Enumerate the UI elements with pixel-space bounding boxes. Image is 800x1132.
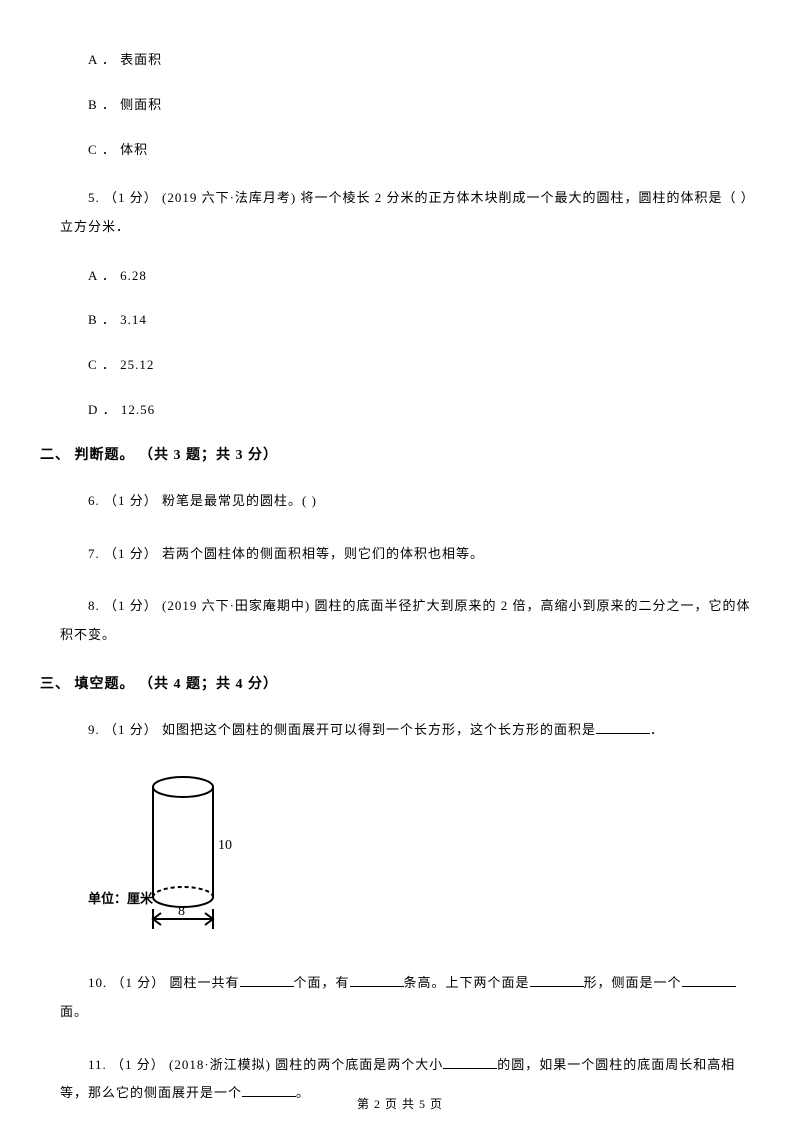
q5-option-b: B ． 3.14 (88, 310, 760, 331)
q10-p2: 个面，有 (294, 975, 350, 990)
q9-figure: 10 8 单位：厘米 (88, 769, 760, 946)
q9-stem: 9. （1 分） 如图把这个圆柱的侧面展开可以得到一个长方形，这个长方形的面积是… (60, 716, 760, 745)
q5-option-a: A ． 6.28 (88, 266, 760, 287)
diameter-label: 8 (178, 904, 185, 919)
q10-p4: 形，侧面是一个 (584, 975, 682, 990)
q10-blank-2[interactable] (350, 973, 404, 987)
q10-p5: 面。 (60, 1004, 88, 1019)
q10-blank-3[interactable] (530, 973, 584, 987)
q10-p1: 10. （1 分） 圆柱一共有 (88, 975, 240, 990)
page-footer: 第 2 页 共 5 页 (0, 1095, 800, 1114)
q10-stem: 10. （1 分） 圆柱一共有 个面，有 条高。上下两个面是 形，侧面是一个面。 (60, 969, 760, 1026)
q10-p3: 条高。上下两个面是 (404, 975, 530, 990)
cylinder-top-ellipse (153, 777, 213, 797)
height-label: 10 (218, 838, 232, 853)
q7-stem: 7. （1 分） 若两个圆柱体的侧面积相等，则它们的体积也相等。 (60, 540, 760, 569)
q8-stem: 8. （1 分） (2019 六下·田家庵期中) 圆柱的底面半径扩大到原来的 2… (60, 592, 760, 649)
cylinder-svg: 10 8 单位：厘米 (88, 769, 248, 939)
q4-option-a: A ． 表面积 (88, 50, 760, 71)
unit-label: 单位：厘米 (88, 891, 154, 906)
q10-blank-4[interactable] (682, 973, 736, 987)
q9-text-post: ． (650, 722, 664, 737)
cylinder-bottom-back (153, 887, 213, 897)
q11-blank-1[interactable] (443, 1055, 497, 1069)
q5-option-d: D ． 12.56 (88, 400, 760, 421)
q4-option-c: C ． 体积 (88, 140, 760, 161)
q5-option-c: C ． 25.12 (88, 355, 760, 376)
section-3-heading: 三、 填空题。 （共 4 题；共 4 分） (40, 674, 760, 696)
q4-option-b: B ． 侧面积 (88, 95, 760, 116)
q9-text-pre: 9. （1 分） 如图把这个圆柱的侧面展开可以得到一个长方形，这个长方形的面积是 (88, 722, 596, 737)
q5-stem: 5. （1 分） (2019 六下·法库月考) 将一个棱长 2 分米的正方体木块… (60, 184, 760, 241)
q9-blank[interactable] (596, 720, 650, 734)
section-2-heading: 二、 判断题。 （共 3 题；共 3 分） (40, 445, 760, 467)
q6-stem: 6. （1 分） 粉笔是最常见的圆柱。( ) (60, 487, 760, 516)
q10-blank-1[interactable] (240, 973, 294, 987)
q11-p1: 11. （1 分） (2018·浙江模拟) 圆柱的两个底面是两个大小 (88, 1057, 443, 1072)
